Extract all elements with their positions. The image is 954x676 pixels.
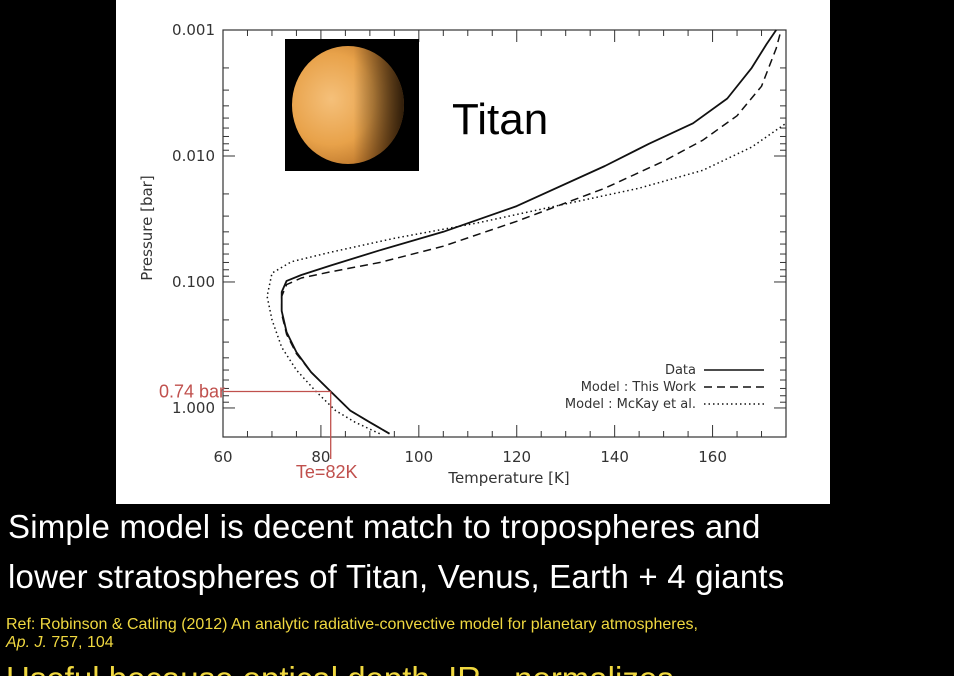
chart-panel: 60 80 100 120 140 160 0.001 0.010 0.100 1.000 0.… <box>116 0 830 504</box>
body-text-line-1: Simple model is decent match to troposph… <box>8 508 761 545</box>
x-tick-label: 80 <box>311 448 330 466</box>
legend-label-3: Model : McKay et al. <box>565 397 696 412</box>
reference-journal: Ap. J. <box>6 634 47 651</box>
x-axis-title: Temperature [K] <box>447 469 569 487</box>
temperature-annotation: Te=82K <box>296 462 358 482</box>
x-tick-label: 140 <box>600 448 629 466</box>
series-line-3 <box>266 122 787 435</box>
plot-frame <box>222 29 787 438</box>
reference-volume: 757, 104 <box>46 634 114 651</box>
x-tick-label: 160 <box>698 448 727 466</box>
series-line-2 <box>280 29 782 435</box>
legend-label-2: Model : This Work <box>581 380 697 395</box>
pressure-annotation: 0.74 bar <box>159 381 225 401</box>
chart-title: Titan <box>452 95 548 144</box>
x-tick-label: 100 <box>405 448 434 466</box>
pressure-temperature-chart: 60 80 100 120 140 160 0.001 0.010 0.100 1.000 0.… <box>138 21 787 487</box>
y-axis: 0.001 0.010 0.100 1.000 <box>172 21 786 417</box>
body-text-line-2: lower stratospheres of Titan, Venus, Ear… <box>8 558 785 595</box>
plot-border <box>222 29 787 438</box>
y-axis-title: Pressure [bar] <box>138 175 156 280</box>
y-tick-label: 0.100 <box>172 273 215 291</box>
series-line-1 <box>280 29 777 435</box>
reference-prefix: Ref: Robinson & Catling (2012) An analyt… <box>6 616 698 633</box>
x-tick-label: 120 <box>502 448 531 466</box>
series-layer <box>266 29 787 435</box>
x-axis: 60 80 100 120 140 160 <box>213 30 787 466</box>
x-tick-label: 60 <box>213 448 232 466</box>
legend: Data Model : This Work Model : McKay et al… <box>565 363 764 412</box>
annotation-layer: 0.74 bar Te=82K <box>159 381 358 482</box>
cut-off-line: Useful because optical depth, IR…normali… <box>6 662 954 676</box>
y-tick-label: 0.010 <box>172 147 215 165</box>
y-tick-label: 0.001 <box>172 21 215 39</box>
legend-label-1: Data <box>665 363 696 378</box>
cut-off-text: Useful because optical depth, IR…normali… <box>6 662 954 676</box>
reference-text: Ref: Robinson & Catling (2012) An analyt… <box>6 616 698 652</box>
titan-moon-image <box>285 39 419 171</box>
y-tick-label: 1.000 <box>172 399 215 417</box>
